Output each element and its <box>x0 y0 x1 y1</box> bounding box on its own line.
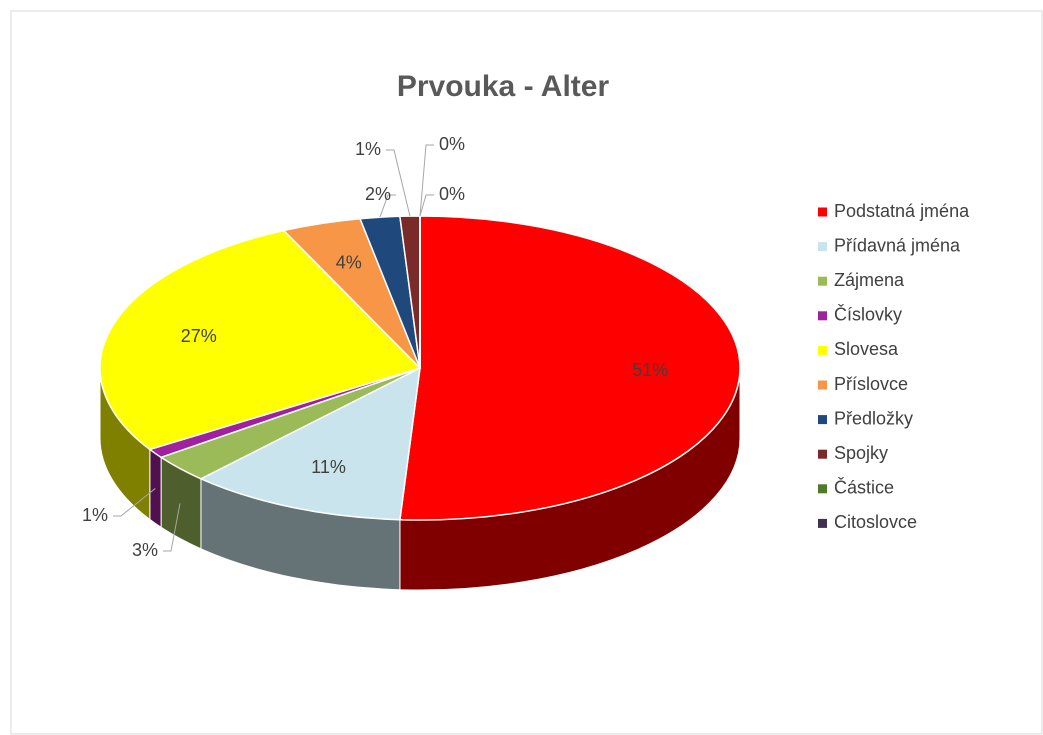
legend-label: Podstatná jména <box>834 201 970 221</box>
legend-swatch <box>818 449 827 459</box>
legend-label: Spojky <box>834 443 888 463</box>
data-label: 3% <box>132 540 158 560</box>
legend-label: Číslovky <box>834 304 902 325</box>
legend-label: Předložky <box>834 408 913 428</box>
legend-label: Zájmena <box>834 270 905 290</box>
slice <box>399 215 741 521</box>
legend-label: Slovesa <box>834 339 899 359</box>
data-label: 11% <box>311 457 346 477</box>
legend-swatch <box>818 276 827 286</box>
leader-line <box>379 194 396 218</box>
legend-swatch <box>818 518 827 528</box>
data-label: 27% <box>181 326 217 346</box>
leader-line <box>163 503 181 552</box>
slice <box>99 229 422 451</box>
data-label: 2% <box>365 184 391 204</box>
leader-line <box>419 144 434 217</box>
data-label: 1% <box>82 505 108 525</box>
legend-swatch <box>818 380 827 390</box>
data-label: 0% <box>439 184 465 204</box>
data-label: 51% <box>632 360 668 380</box>
data-label: 0% <box>439 134 465 154</box>
data-label: 1% <box>355 139 381 159</box>
legend-label: Citoslovce <box>834 512 917 532</box>
legend-swatch <box>818 415 827 425</box>
leader-line <box>419 194 434 217</box>
legend-label: Přídavná jména <box>834 235 961 255</box>
legend-swatch <box>818 207 827 217</box>
chart-title: Prvouka - Alter <box>397 70 610 103</box>
legend-swatch <box>818 242 827 252</box>
slice-side <box>149 448 162 529</box>
legend-swatch <box>818 484 827 494</box>
slice <box>199 366 421 521</box>
leader-line <box>113 488 156 517</box>
legend-label: Příslovce <box>834 374 908 394</box>
legend-label: Částice <box>834 477 894 498</box>
leader-line <box>386 149 411 217</box>
data-label: 4% <box>336 253 362 273</box>
legend-swatch <box>818 345 827 355</box>
legend-swatch <box>818 311 827 321</box>
